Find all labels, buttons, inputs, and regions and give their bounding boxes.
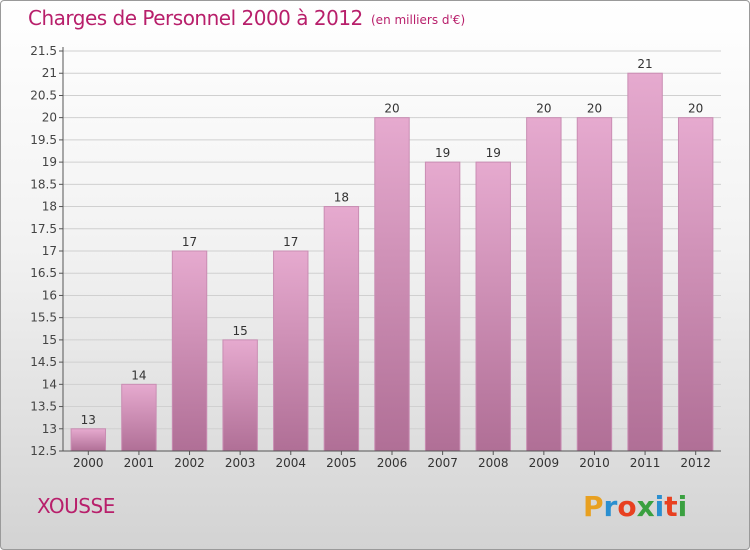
bar bbox=[273, 250, 309, 452]
logo-letter: i bbox=[654, 490, 665, 523]
x-tick-label: 2008 bbox=[478, 456, 509, 470]
y-tick-label: 13 bbox=[42, 422, 57, 436]
x-tick-label: 2001 bbox=[124, 456, 155, 470]
bar-value-label: 17 bbox=[182, 235, 197, 249]
axes: 12.5 13 13.5 14 14.5 15 15.5 16 16.5 17 17.5 18 18.5… bbox=[30, 44, 721, 470]
x-tick-label: 2007 bbox=[427, 456, 458, 470]
y-tick-label: 13.5 bbox=[30, 400, 57, 414]
y-tick-label: 21.5 bbox=[30, 44, 57, 58]
logo-letter: t bbox=[664, 490, 678, 523]
y-tick-label: 21 bbox=[42, 66, 57, 80]
x-tick-label: 2005 bbox=[326, 456, 357, 470]
bar bbox=[222, 339, 258, 452]
y-tick-label: 20.5 bbox=[30, 88, 57, 102]
bar bbox=[171, 250, 208, 452]
bar bbox=[70, 428, 107, 452]
bar-value-label: 14 bbox=[131, 368, 146, 382]
y-tick-label: 17.5 bbox=[30, 222, 57, 236]
bar bbox=[424, 161, 461, 452]
logo-letter: P bbox=[583, 490, 604, 523]
chart-title: Charges de Personnel 2000 à 2012 bbox=[28, 6, 363, 30]
x-tick-label: 2006 bbox=[377, 456, 408, 470]
chart-unit: (en milliers d'€) bbox=[371, 13, 466, 27]
bar-value-label: 21 bbox=[637, 57, 652, 71]
bar-value-label: 20 bbox=[587, 102, 602, 116]
bar-value-label: 17 bbox=[283, 235, 298, 249]
bar bbox=[576, 117, 613, 452]
y-tick-label: 14 bbox=[42, 377, 57, 391]
y-tick-label: 15.5 bbox=[30, 311, 57, 325]
bar bbox=[374, 117, 410, 452]
x-tick-label: 2011 bbox=[630, 456, 661, 470]
y-tick-label: 17 bbox=[42, 244, 57, 258]
bar bbox=[627, 72, 663, 452]
y-tick-label: 16 bbox=[42, 288, 57, 302]
commune-name: XOUSSE bbox=[37, 494, 115, 518]
y-tick-label: 20 bbox=[42, 111, 57, 125]
bar-value-label: 15 bbox=[233, 324, 248, 338]
proxiti-logo[interactable]: Proxiti bbox=[583, 489, 693, 525]
x-tick-label: 2009 bbox=[529, 456, 560, 470]
y-tick-label: 14.5 bbox=[30, 355, 57, 369]
y-tick-label: 15 bbox=[42, 333, 57, 347]
bar-value-label: 19 bbox=[486, 146, 501, 160]
y-tick-label: 18.5 bbox=[30, 177, 57, 191]
bars: 13 14 17 15 17 18 20 19 19 20 20 21 20 bbox=[70, 57, 714, 452]
y-tick-label: 12.5 bbox=[30, 444, 57, 458]
bar-value-label: 20 bbox=[384, 102, 399, 116]
bar-value-label: 20 bbox=[536, 102, 551, 116]
bar bbox=[323, 206, 360, 452]
bar-value-label: 20 bbox=[688, 102, 703, 116]
bar-value-label: 18 bbox=[334, 191, 349, 205]
bar-value-label: 13 bbox=[81, 413, 96, 427]
y-tick-label: 19 bbox=[42, 155, 57, 169]
bar-value-label: 19 bbox=[435, 146, 450, 160]
x-tick-label: 2004 bbox=[275, 456, 306, 470]
logo-letter: o bbox=[617, 490, 637, 523]
logo-letter: x bbox=[636, 490, 655, 523]
bar bbox=[121, 383, 157, 452]
y-tick-label: 18 bbox=[42, 200, 57, 214]
y-tick-label: 19.5 bbox=[30, 133, 57, 147]
bar bbox=[526, 117, 562, 452]
bar bbox=[677, 117, 714, 452]
x-tick-label: 2002 bbox=[174, 456, 205, 470]
logo-letter: r bbox=[603, 490, 618, 523]
x-tick-label: 2012 bbox=[680, 456, 711, 470]
bar bbox=[475, 161, 511, 452]
x-tick-label: 2010 bbox=[579, 456, 610, 470]
x-tick-label: 2000 bbox=[73, 456, 104, 470]
y-tick-label: 16.5 bbox=[30, 266, 57, 280]
logo-letter: i bbox=[677, 490, 688, 523]
x-tick-label: 2003 bbox=[225, 456, 256, 470]
